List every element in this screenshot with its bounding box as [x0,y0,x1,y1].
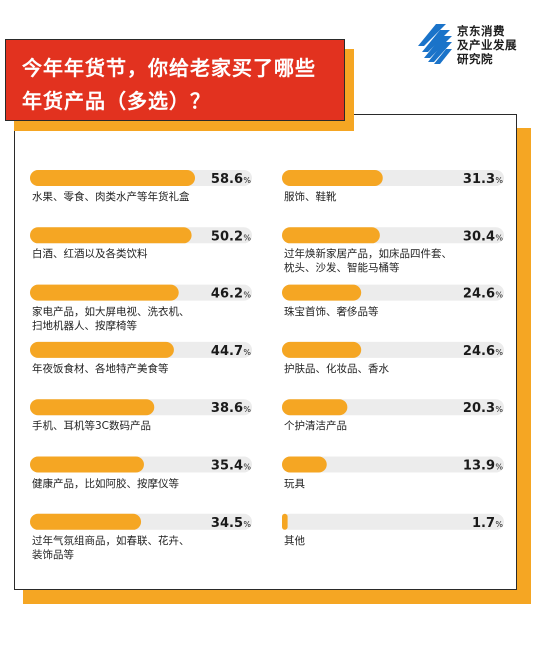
category-label-line: 个护清洁产品 [284,420,347,433]
category-label: 个护清洁产品 [284,419,504,433]
data-label: 50.2 [211,229,243,244]
percent-unit: % [243,176,251,185]
data-label: 31.3 [463,172,495,187]
percent-unit: % [495,291,503,300]
category-label-line: 健康产品，比如阿胶、按摩仪等 [32,477,179,490]
category-label-line: 家电产品，如大屏电视、洗衣机、 [32,305,190,318]
logo-line-1: 京东消费 [457,24,505,38]
bar [30,456,144,473]
category-label-line: 过年气氛组商品，如春联、花卉、 [32,534,190,547]
percent-unit: % [243,291,251,300]
bar [30,341,174,358]
title-banner: 今年年货节，你给老家买了哪些 年货产品（多选）？ [5,39,345,121]
category-label: 其他 [284,534,504,548]
logo: 京东消费 及产业发展 研究院 [416,22,531,68]
data-label: 30.4 [463,229,495,244]
category-label-line: 手机、耳机等3C数码产品 [32,420,152,433]
category-label: 健康产品，比如阿胶、按摩仪等 [32,477,252,491]
category-label-line: 过年焕新家居产品，如床品四件套、 [284,248,452,261]
title-line-1: 今年年货节，你给老家买了哪些 [22,56,316,80]
data-label: 24.6 [463,287,495,302]
striped-stairs-logo-icon [418,24,452,64]
data-label: 34.5 [211,516,243,531]
bar-track [282,513,504,530]
data-label: 24.6 [463,344,495,359]
data-label: 20.3 [463,401,495,416]
category-label: 家电产品，如大屏电视、洗衣机、 扫地机器人、按摩椅等 [32,305,252,333]
category-label-line: 白酒、红酒以及各类饮料 [32,248,148,261]
category-label-line: 扫地机器人、按摩椅等 [32,319,137,332]
title-line-2: 年货产品（多选）？ [22,89,211,113]
bar [30,227,192,244]
bar [282,456,327,473]
percent-unit: % [495,233,503,242]
category-label: 过年焕新家居产品，如床品四件套、 枕头、沙发、智能马桶等 [284,247,504,275]
category-label-line: 其他 [284,534,305,547]
percent-unit: % [495,405,503,414]
bar [282,513,288,530]
category-label-line: 水果、零食、肉类水产等年货礼盒 [32,191,190,203]
bar [30,170,195,186]
percent-unit: % [243,348,251,357]
bar [30,284,179,301]
percent-unit: % [243,233,251,242]
data-label: 46.2 [211,287,243,302]
percent-unit: % [495,463,503,472]
category-label: 玩具 [284,477,504,491]
bar [282,341,362,358]
bar [282,399,348,416]
category-label-line: 枕头、沙发、智能马桶等 [284,262,400,275]
percent-unit: % [495,348,503,357]
percent-unit: % [243,520,251,529]
category-label-line: 年夜饭食材、各地特产美食等 [32,362,169,375]
category-label-line: 装饰品等 [32,548,74,561]
percent-unit: % [495,176,503,185]
bar-track [282,456,504,473]
category-label: 水果、零食、肉类水产等年货礼盒 [32,190,252,204]
category-label: 珠宝首饰、奢侈品等 [284,305,504,319]
percent-unit: % [495,520,503,529]
category-label-line: 玩具 [284,477,305,490]
percent-unit: % [243,463,251,472]
category-label-line: 护肤品、化妆品、香水 [284,362,389,375]
category-label: 护肤品、化妆品、香水 [284,362,504,376]
data-label: 38.6 [211,401,243,416]
bar [282,284,362,301]
data-label: 58.6 [211,172,243,187]
category-label: 白酒、红酒以及各类饮料 [32,247,252,261]
bar [30,513,142,530]
category-label-line: 服饰、鞋靴 [284,191,337,203]
percent-unit: % [243,405,251,414]
data-label: 1.7 [472,516,495,531]
category-label: 年夜饭食材、各地特产美食等 [32,362,252,376]
category-label-line: 珠宝首饰、奢侈品等 [284,305,379,318]
bar [282,170,383,186]
logo-text: 京东消费 及产业发展 研究院 [457,24,517,66]
category-label: 手机、耳机等3C数码产品 [32,419,252,433]
logo-line-3: 研究院 [457,52,493,66]
data-label: 35.4 [211,459,243,474]
bar [282,227,380,244]
data-label: 13.9 [463,459,495,474]
bar [30,399,155,416]
logo-line-2: 及产业发展 [457,38,517,52]
category-label: 过年气氛组商品，如春联、花卉、 装饰品等 [32,534,252,562]
data-label: 44.7 [211,344,243,359]
category-label: 服饰、鞋靴 [284,190,504,204]
